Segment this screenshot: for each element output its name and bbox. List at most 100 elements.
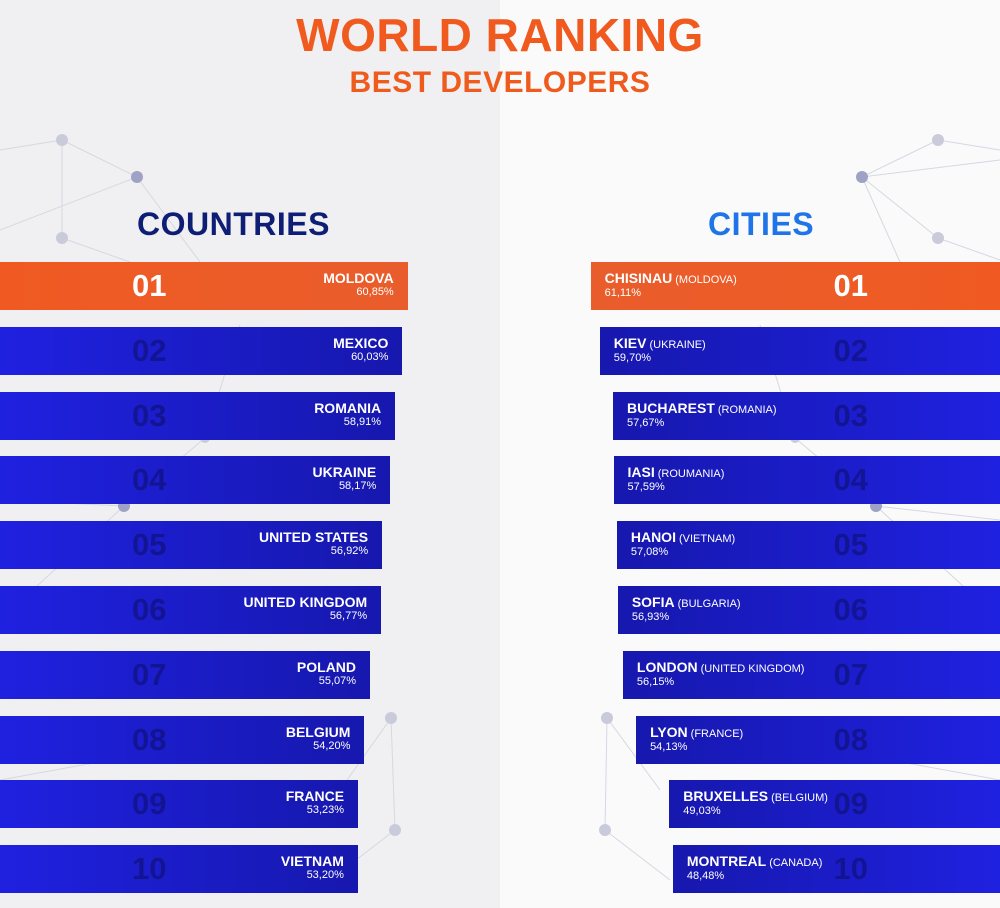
value-label: 53,20% — [306, 869, 344, 882]
rank-number: 10 — [132, 851, 167, 887]
city-country: (ROMANIA) — [717, 403, 777, 416]
city-bar: 03 BUCHAREST (ROMANIA) 57,67% — [613, 391, 1000, 440]
value-label: 48,48% — [686, 870, 725, 883]
rank-number: 01 — [833, 268, 868, 303]
country-name: VIETNAM — [280, 853, 344, 870]
rank-number: 06 — [833, 592, 868, 627]
bar-label: IASI (ROUMANIA) 57,59% — [628, 456, 725, 493]
value-label: 60,85% — [356, 286, 394, 298]
rank-number: 02 — [132, 332, 167, 368]
bar-label: MOLDOVA 60,85% — [323, 262, 394, 298]
rank-number: 08 — [132, 721, 167, 757]
country-bar: 05 UNITED STATES 56,92% — [0, 521, 383, 570]
value-label: 54,13% — [650, 740, 688, 753]
cities-heading: CITIES — [708, 206, 815, 242]
city-bar: 07 LONDON (UNITED KINGDOM) 56,15% — [622, 650, 1000, 699]
rank-number: 03 — [132, 397, 167, 433]
city-country: (CANADA) — [769, 857, 823, 870]
value-label: 57,08% — [630, 546, 669, 559]
bar-label: HANOI (VIETNAM) 57,08% — [631, 521, 735, 558]
city-bar: 04 IASI (ROUMANIA) 57,59% — [613, 456, 1000, 505]
country-bar: 01 MOLDOVA 60,85% — [0, 262, 408, 310]
rank-number: 09 — [833, 786, 868, 822]
value-label: 55,07% — [318, 674, 357, 687]
rank-number: 07 — [132, 656, 167, 692]
city-country: (VIETNAM) — [678, 533, 736, 546]
country-name: FRANCE — [285, 788, 345, 805]
value-label: 53,23% — [306, 804, 345, 817]
city-bar: 01 CHISINAU (MOLDOVA) 61,11% — [590, 262, 1000, 310]
city-name: IASI (ROUMANIA) — [627, 464, 725, 481]
bar-label: BELGIUM 54,20% — [286, 716, 351, 752]
city-name: CHISINAU (MOLDOVA) — [604, 270, 737, 286]
city-name: LYON (FRANCE) — [650, 723, 744, 740]
value-label: 56,77% — [329, 610, 368, 622]
city-country: (FRANCE) — [690, 727, 744, 740]
city-country: (ROUMANIA) — [657, 468, 725, 481]
city-bar: 09 BRUXELLES (BELGIUM) 49,03% — [669, 780, 1000, 829]
bar-label: LONDON (UNITED KINGDOM) 56,15% — [637, 651, 805, 688]
rank-number: 10 — [833, 851, 868, 887]
page-title: WORLD RANKING — [296, 9, 704, 61]
country-name: BELGIUM — [285, 723, 351, 740]
country-bar: 09 FRANCE 53,23% — [0, 780, 359, 829]
rank-number: 09 — [132, 786, 167, 822]
value-label: 59,70% — [613, 351, 652, 364]
value-label: 56,92% — [330, 545, 369, 558]
city-bar: 10 MONTREAL (CANADA) 48,48% — [672, 845, 1000, 894]
country-name: POLAND — [296, 658, 357, 675]
rank-number: 01 — [132, 268, 167, 303]
country-bar: 03 ROMANIA 58,91% — [0, 391, 396, 440]
country-bar: 04 UKRAINE 58,17% — [0, 456, 391, 505]
countries-heading: COUNTRIES — [137, 206, 330, 242]
bar-label: POLAND 55,07% — [297, 651, 356, 687]
city-name: HANOI (VIETNAM) — [630, 529, 736, 546]
city-bar: 08 LYON (FRANCE) 54,13% — [636, 715, 1000, 764]
rank-number: 07 — [833, 656, 868, 692]
city-country: (MOLDOVA) — [675, 274, 737, 286]
city-name: SOFIA (BULGARIA) — [631, 594, 741, 610]
bar-label: MEXICO 60,03% — [333, 327, 388, 363]
bar-label: FRANCE 53,23% — [286, 780, 344, 816]
bar-label: KIEV (UKRAINE) 59,70% — [614, 327, 706, 364]
value-label: 60,03% — [351, 350, 389, 363]
bar-label: ROMANIA 58,91% — [314, 392, 381, 428]
country-bar: 02 MEXICO 60,03% — [0, 326, 403, 375]
country-name: UNITED STATES — [258, 529, 369, 546]
value-label: 56,15% — [636, 675, 675, 688]
country-name: UKRAINE — [312, 464, 377, 481]
value-label: 54,20% — [313, 739, 351, 752]
bar-label: BRUXELLES (BELGIUM) 49,03% — [683, 780, 828, 817]
country-bar: 06 UNITED KINGDOM 56,77% — [0, 586, 382, 634]
city-bar: 06 SOFIA (BULGARIA) 56,93% — [617, 586, 1000, 634]
rank-number: 04 — [132, 462, 167, 498]
city-name: LONDON (UNITED KINGDOM) — [636, 658, 805, 675]
bar-label: UKRAINE 58,17% — [312, 456, 376, 492]
rank-number: 03 — [833, 397, 868, 433]
city-name: BRUXELLES (BELGIUM) — [683, 788, 828, 805]
bar-label: SOFIA (BULGARIA) 56,93% — [632, 586, 741, 623]
value-label: 56,93% — [631, 611, 670, 623]
bar-label: LYON (FRANCE) 54,13% — [650, 716, 743, 753]
value-label: 58,17% — [338, 480, 377, 493]
city-country: (UKRAINE) — [649, 338, 706, 351]
country-name: UNITED KINGDOM — [243, 594, 368, 610]
bar-label: CHISINAU (MOLDOVA) 61,11% — [605, 262, 737, 299]
page-subtitle: BEST DEVELOPERS — [349, 66, 651, 99]
country-name: MOLDOVA — [323, 270, 394, 286]
city-bar: 02 KIEV (UKRAINE) 59,70% — [599, 326, 1000, 375]
value-label: 57,67% — [627, 416, 665, 429]
country-bar: 10 VIETNAM 53,20% — [0, 845, 358, 894]
rank-number: 06 — [132, 592, 167, 627]
country-name: ROMANIA — [314, 399, 382, 416]
rank-number: 05 — [132, 527, 167, 563]
city-country: (UNITED KINGDOM) — [700, 662, 805, 675]
bar-label: BUCHAREST (ROMANIA) 57,67% — [627, 392, 777, 429]
city-name: MONTREAL (CANADA) — [686, 853, 823, 870]
city-bar: 05 HANOI (VIETNAM) 57,08% — [616, 521, 1000, 570]
rank-number: 05 — [833, 527, 868, 563]
value-label: 58,91% — [343, 415, 382, 428]
city-name: KIEV (UKRAINE) — [613, 334, 706, 351]
rank-number: 08 — [833, 721, 868, 757]
